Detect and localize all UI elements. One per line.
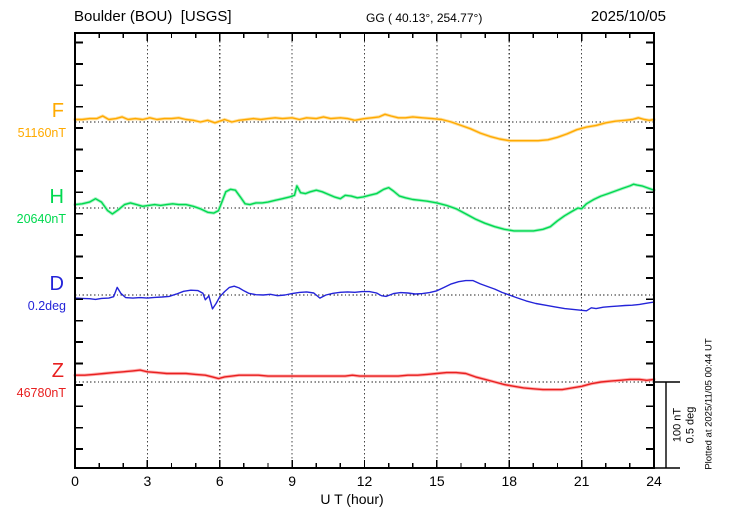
channel-D-letter: D	[49, 273, 64, 295]
trace-D	[74, 279, 655, 312]
scale-bar-deg-label: 0.5 deg	[684, 406, 696, 444]
channel-H-letter: H	[49, 186, 64, 208]
geo-coordinates: GG ( 40.13°, 254.77°)	[366, 11, 483, 25]
x-axis-title: U T (hour)	[320, 491, 384, 507]
plot-date: 2025/10/05	[590, 8, 666, 25]
x-tick-label-21: 21	[573, 473, 590, 489]
trace-F	[74, 113, 655, 142]
x-tick-label-15: 15	[429, 473, 445, 489]
plotted-at-note: Plotted at 2025/11/05 00:44 UT	[703, 338, 715, 470]
channel-D-baseline-value: 0.2deg	[27, 299, 66, 313]
scale-bar-labels: 100 nT 0.5 deg	[671, 407, 696, 444]
x-tick-label-3: 3	[143, 473, 152, 489]
station-title: Boulder (BOU) [USGS]	[74, 8, 232, 25]
channel-F-letter: F	[51, 100, 64, 122]
x-tick-label-12: 12	[356, 473, 373, 489]
channel-F-baseline-value: 51160nT	[17, 126, 66, 140]
x-tick-label-6: 6	[215, 473, 224, 489]
x-tick-label-24: 24	[646, 473, 662, 489]
trace-H	[74, 183, 655, 232]
trace-Z	[74, 369, 655, 391]
scale-bar-nt-label: 100 nT	[671, 407, 684, 443]
x-tick-label-0: 0	[71, 473, 79, 489]
x-tick-label-18: 18	[501, 473, 518, 489]
channel-Z-letter: Z	[51, 360, 64, 382]
channel-Z-baseline-value: 46780nT	[16, 386, 66, 400]
x-tick-label-9: 9	[288, 473, 297, 489]
channel-H-baseline-value: 20640nT	[16, 212, 66, 226]
